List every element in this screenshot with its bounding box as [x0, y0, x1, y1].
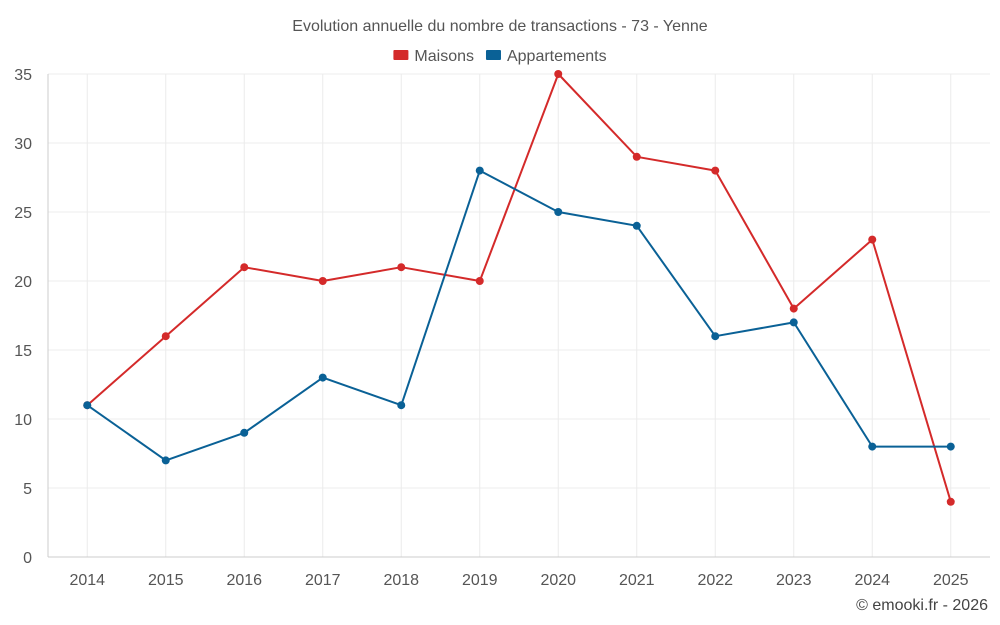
y-tick-label: 30	[14, 136, 32, 153]
y-tick-label: 25	[14, 205, 32, 222]
data-point-appartements	[946, 442, 955, 451]
series-line-maisons	[86, 73, 952, 503]
data-point-maisons	[397, 263, 406, 272]
y-tick-label: 0	[23, 550, 32, 567]
x-tick-label: 2018	[383, 572, 419, 589]
data-point-maisons	[868, 235, 877, 244]
data-point-appartements	[161, 456, 170, 465]
x-tick-label: 2021	[619, 572, 655, 589]
data-point-maisons	[554, 70, 563, 78]
x-tick-label: 2024	[854, 572, 890, 589]
grid	[48, 73, 990, 557]
data-point-maisons	[161, 332, 170, 341]
data-point-maisons	[318, 277, 327, 285]
legend-swatch	[485, 50, 501, 60]
x-tick-label: 2022	[697, 572, 733, 589]
x-tick-label: 2019	[462, 572, 498, 589]
data-point-maisons	[946, 497, 955, 506]
data-point-appartements	[475, 166, 484, 175]
x-tick-label: 2020	[540, 572, 576, 589]
legend-label: Appartements	[507, 48, 607, 65]
y-tick-label: 10	[14, 412, 32, 429]
y-tick-label: 35	[14, 67, 32, 84]
data-point-appartements	[711, 332, 720, 341]
data-point-maisons	[711, 166, 720, 175]
x-tick-label: 2017	[305, 572, 341, 589]
x-tick-label: 2025	[933, 572, 969, 589]
credit-text: © emooki.fr - 2026	[856, 597, 988, 614]
data-point-appartements	[789, 318, 798, 327]
y-tick-label: 20	[14, 274, 32, 291]
data-point-maisons	[632, 152, 641, 161]
data-point-appartements	[318, 373, 327, 382]
data-point-maisons	[240, 263, 249, 272]
data-point-maisons	[789, 304, 798, 313]
x-tick-label: 2016	[226, 572, 262, 589]
data-point-appartements	[83, 401, 92, 410]
legend: Maisons Appartements	[393, 48, 607, 65]
x-tick-label: 2014	[69, 572, 105, 589]
data-point-appartements	[632, 221, 641, 230]
data-point-appartements	[240, 428, 249, 437]
legend-swatch	[393, 50, 409, 60]
data-point-maisons	[475, 277, 484, 285]
data-point-appartements	[397, 401, 406, 410]
data-point-appartements	[868, 442, 877, 451]
series-line-appartements	[86, 169, 951, 462]
chart-title: Evolution annuelle du nombre de transact…	[292, 18, 708, 35]
x-tick-label: 2015	[148, 572, 184, 589]
y-tick-label: 15	[14, 343, 32, 360]
y-tick-label: 5	[23, 481, 32, 498]
x-tick-label: 2023	[776, 572, 812, 589]
series-layer	[83, 70, 955, 506]
legend-label: Maisons	[414, 48, 474, 65]
data-point-appartements	[554, 208, 563, 216]
